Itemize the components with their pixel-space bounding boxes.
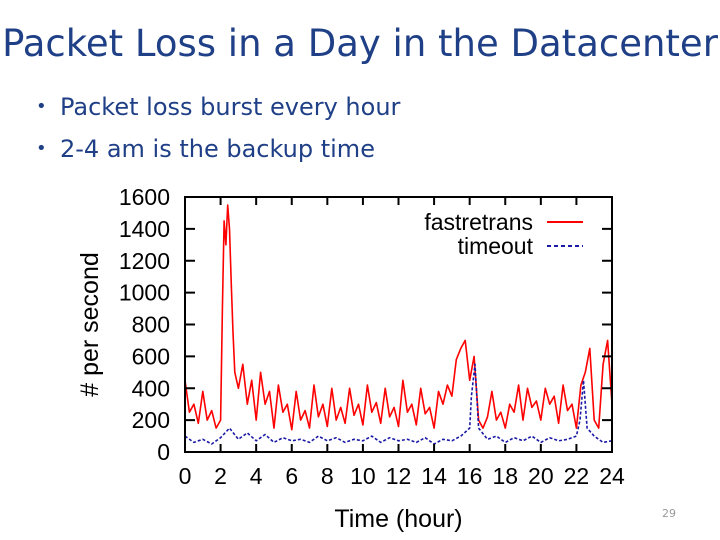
bullet-list: • Packet loss burst every hour • 2-4 am is… bbox=[36, 86, 400, 170]
x-tick-label: 2 bbox=[214, 463, 227, 489]
legend-label-fastretrans: fastretrans bbox=[424, 209, 533, 235]
x-tick-label: 10 bbox=[350, 463, 376, 489]
x-tick-label: 18 bbox=[492, 463, 518, 489]
y-tick-label: 1200 bbox=[119, 248, 170, 274]
x-tick-label: 20 bbox=[528, 463, 554, 489]
y-tick-label: 200 bbox=[132, 407, 170, 433]
slide-title: Packet Loss in a Day in the Datacenter bbox=[2, 22, 718, 65]
x-axis-label: Time (hour) bbox=[334, 505, 462, 533]
y-tick-label: 600 bbox=[132, 343, 170, 369]
x-tick-label: 22 bbox=[564, 463, 590, 489]
y-tick-label: 0 bbox=[157, 439, 170, 465]
bullet-item: • Packet loss burst every hour bbox=[36, 86, 400, 128]
x-tick-label: 4 bbox=[250, 463, 263, 489]
x-tick-label: 12 bbox=[386, 463, 412, 489]
slide-number: 29 bbox=[662, 507, 676, 520]
bullet-dot-icon: • bbox=[36, 96, 47, 117]
y-tick-label: 1000 bbox=[119, 280, 170, 306]
y-tick-label: 400 bbox=[132, 375, 170, 401]
bullet-text: Packet loss burst every hour bbox=[60, 93, 401, 121]
x-tick-label: 6 bbox=[285, 463, 298, 489]
series-line-fastretrans bbox=[184, 204, 613, 431]
legend-label-timeout: timeout bbox=[458, 233, 534, 259]
plot-frame bbox=[184, 196, 613, 453]
x-tick-label: 8 bbox=[321, 463, 334, 489]
y-tick-label: 1400 bbox=[119, 216, 170, 242]
bullet-item: • 2-4 am is the backup time bbox=[36, 128, 400, 170]
x-tick-label: 16 bbox=[457, 463, 483, 489]
bullet-dot-icon: • bbox=[36, 138, 47, 159]
x-tick-label: 24 bbox=[599, 463, 625, 489]
y-axis-label: # per second bbox=[76, 252, 104, 397]
x-tick-label: 0 bbox=[179, 463, 192, 489]
y-tick-label: 1600 bbox=[119, 184, 170, 210]
series-line-timeout bbox=[184, 363, 613, 445]
x-tick-label: 14 bbox=[421, 463, 447, 489]
y-tick-label: 800 bbox=[132, 312, 170, 338]
bullet-text: 2-4 am is the backup time bbox=[60, 135, 375, 163]
